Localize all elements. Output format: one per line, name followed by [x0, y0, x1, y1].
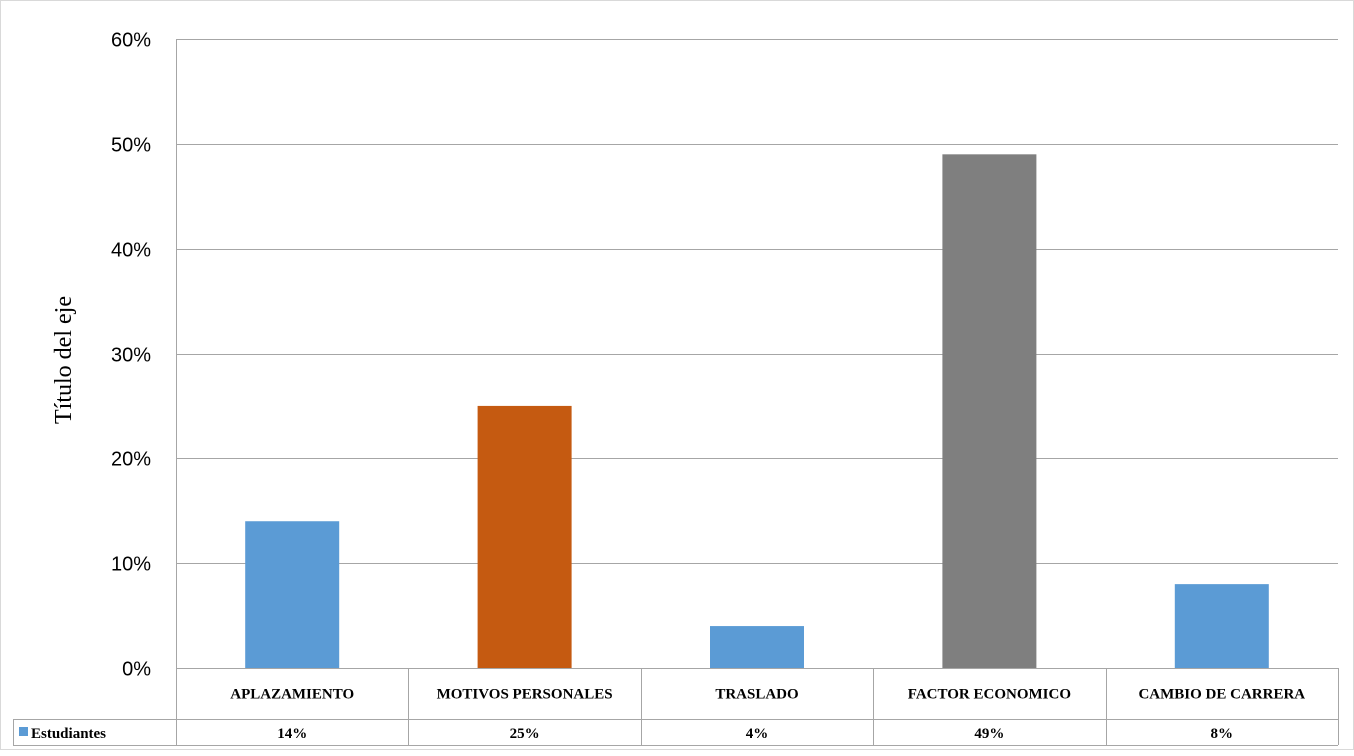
- y-tick-label: 50%: [111, 135, 151, 157]
- y-tick-label: 40%: [111, 240, 151, 262]
- y-axis-title: Título del eje: [51, 296, 77, 424]
- x-category-label: MOTIVOS PERSONALES: [437, 687, 613, 703]
- data-label: 49%: [974, 726, 1004, 742]
- gridlines: [176, 39, 1338, 669]
- data-label: 8%: [1211, 726, 1234, 742]
- y-tick-label: 20%: [111, 449, 151, 471]
- bar-aplazamiento: [245, 521, 340, 668]
- bar-cambio-de-carrera: [1174, 584, 1269, 668]
- legend-label-estudiantes: Estudiantes: [31, 726, 106, 742]
- y-tick-label: 60%: [111, 30, 151, 52]
- x-category-label: FACTOR ECONOMICO: [908, 687, 1071, 703]
- x-category-label: APLAZAMIENTO: [230, 687, 354, 703]
- y-tick-label: 0%: [122, 659, 151, 681]
- y-tick-labels: 0% 10% 20% 30% 40% 50% 60%: [111, 30, 151, 681]
- legend-key-estudiantes: [19, 727, 28, 736]
- data-label: 14%: [277, 726, 307, 742]
- bar-traslado: [710, 626, 804, 668]
- bar-motivos-personales: [477, 405, 572, 668]
- x-category-label: CAMBIO DE CARRERA: [1138, 687, 1305, 703]
- data-label: 4%: [746, 726, 769, 742]
- y-tick-label: 30%: [111, 345, 151, 367]
- y-tick-label: 10%: [111, 554, 151, 576]
- bar-factor-economico: [942, 154, 1037, 669]
- x-category-label: TRASLADO: [715, 687, 798, 703]
- data-table: APLAZAMIENTO 14% MOTIVOS PERSONALES 25% TRAS…: [13, 668, 1339, 746]
- bars: [245, 154, 1269, 669]
- data-label: 25%: [510, 726, 540, 742]
